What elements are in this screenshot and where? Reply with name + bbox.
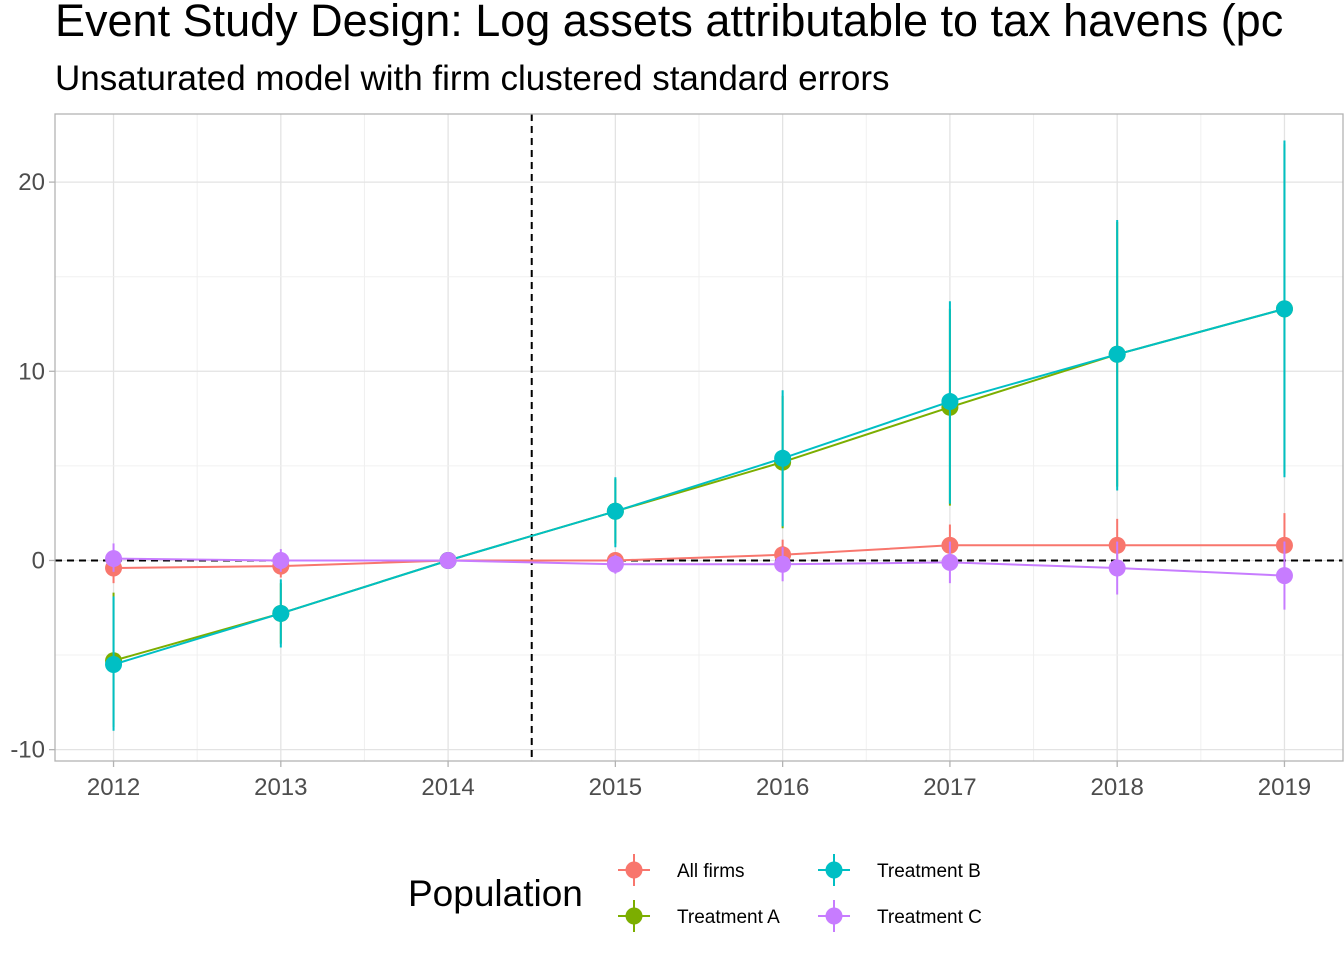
legend-label: Treatment A (677, 907, 780, 928)
series-treatment-c (105, 541, 1293, 610)
legend-key-treatment-a: Treatment A (618, 900, 780, 932)
reference-lines (55, 114, 1343, 761)
legend: Population All firms Treatment A Treatment… (408, 854, 982, 932)
y-axis: -10 0 10 20 (10, 169, 55, 764)
series-line (113, 557, 1285, 577)
x-tick-label: 2015 (589, 774, 642, 801)
x-tick-label: 2019 (1258, 774, 1311, 801)
x-axis: 2012 2013 2014 2015 2016 2017 2018 2019 (87, 761, 1311, 801)
data-point (439, 551, 457, 569)
legend-label: Treatment C (877, 907, 982, 928)
data-point (272, 604, 290, 622)
data-point (105, 550, 123, 568)
plot-panel (54, 113, 1344, 762)
legend-label: All firms (677, 861, 745, 882)
x-tick-label: 2018 (1090, 774, 1143, 801)
y-tick-label: 20 (18, 169, 45, 196)
series-line (113, 307, 1285, 666)
x-tick-label: 2013 (254, 774, 307, 801)
panel-border (54, 113, 1344, 762)
data-point (941, 393, 959, 411)
data-point (105, 656, 123, 674)
legend-key-point (625, 861, 643, 879)
legend-key-point (825, 861, 843, 879)
series-layer (105, 140, 1293, 731)
legend-key-point (625, 907, 643, 925)
x-tick-label: 2016 (756, 774, 809, 801)
data-point (1108, 559, 1126, 577)
data-point (1108, 345, 1126, 363)
x-tick-label: 2012 (87, 774, 140, 801)
series-treatment-b (105, 140, 1293, 731)
data-point (774, 555, 792, 573)
x-tick-label: 2017 (923, 774, 976, 801)
y-tick-label: 10 (18, 358, 45, 385)
series-line (113, 544, 1285, 569)
data-point (774, 449, 792, 467)
legend-key-point (825, 907, 843, 925)
data-point (272, 551, 290, 569)
legend-keys: All firms Treatment A Treatment B Treatment… (618, 854, 982, 932)
legend-key-treatment-c: Treatment C (818, 900, 982, 932)
data-point (1275, 300, 1293, 318)
data-point (1275, 567, 1293, 585)
y-tick-label: -10 (10, 737, 45, 764)
legend-title: Population (408, 873, 583, 914)
legend-label: Treatment B (877, 861, 981, 882)
x-tick-label: 2014 (421, 774, 474, 801)
legend-key-treatment-b: Treatment B (818, 854, 981, 886)
y-tick-label: 0 (32, 547, 45, 574)
chart-subtitle: Unsaturated model with firm clustered st… (55, 59, 890, 98)
legend-key-all-firms: All firms (618, 854, 745, 886)
data-point (941, 553, 959, 571)
chart-title: Event Study Design: Log assets attributa… (55, 0, 1283, 46)
data-point (606, 555, 624, 573)
data-point (606, 502, 624, 520)
